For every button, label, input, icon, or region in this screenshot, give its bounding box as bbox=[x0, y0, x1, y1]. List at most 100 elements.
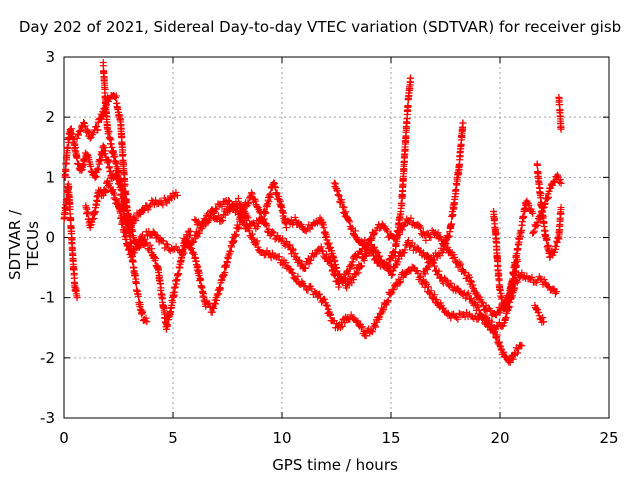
data-point bbox=[390, 252, 398, 260]
data-point bbox=[367, 327, 375, 335]
data-point bbox=[340, 274, 348, 282]
data-point bbox=[557, 179, 565, 187]
data-point bbox=[350, 276, 358, 284]
data-point bbox=[84, 128, 92, 136]
data-point bbox=[465, 273, 473, 281]
data-point bbox=[245, 227, 253, 235]
data-point bbox=[463, 291, 471, 299]
data-point bbox=[435, 267, 443, 275]
data-point bbox=[269, 228, 277, 236]
data-point bbox=[94, 126, 102, 134]
data-point bbox=[438, 273, 446, 281]
data-point bbox=[245, 200, 253, 208]
data-point bbox=[130, 249, 138, 257]
y-tick-label: 1 bbox=[45, 168, 55, 186]
data-point bbox=[421, 270, 429, 278]
data-point bbox=[287, 266, 295, 273]
data-point bbox=[376, 313, 384, 321]
data-point bbox=[117, 176, 125, 184]
data-point bbox=[335, 283, 343, 291]
data-point bbox=[282, 224, 290, 232]
data-point bbox=[128, 252, 136, 260]
data-point bbox=[294, 272, 302, 280]
data-point bbox=[346, 218, 354, 226]
data-point bbox=[368, 328, 376, 336]
data-point bbox=[248, 230, 256, 238]
data-point bbox=[346, 265, 354, 273]
data-point bbox=[540, 318, 548, 326]
series-13 bbox=[533, 160, 565, 261]
data-point bbox=[348, 258, 356, 266]
data-point bbox=[427, 234, 435, 242]
data-point bbox=[556, 176, 564, 184]
data-point bbox=[263, 247, 271, 255]
data-point bbox=[407, 74, 415, 82]
data-point bbox=[454, 315, 462, 323]
data-point bbox=[270, 229, 278, 237]
data-point bbox=[387, 255, 395, 263]
data-point bbox=[364, 241, 372, 249]
data-point bbox=[394, 258, 402, 266]
data-point bbox=[384, 298, 392, 306]
data-point bbox=[335, 192, 343, 200]
x-tick-label: 5 bbox=[168, 429, 178, 447]
data-point bbox=[351, 227, 359, 235]
data-point bbox=[198, 224, 206, 232]
data-point bbox=[499, 322, 507, 330]
data-point bbox=[173, 191, 181, 199]
data-point bbox=[291, 213, 299, 221]
data-point bbox=[478, 298, 486, 306]
data-point bbox=[498, 323, 506, 331]
series-6 bbox=[180, 189, 526, 366]
data-point bbox=[136, 210, 144, 218]
data-point bbox=[265, 198, 273, 206]
series-2 bbox=[60, 180, 81, 302]
data-point bbox=[449, 210, 457, 218]
data-point bbox=[234, 194, 242, 202]
data-point bbox=[378, 257, 386, 265]
data-point bbox=[525, 201, 533, 209]
data-point bbox=[235, 223, 243, 231]
data-point bbox=[502, 313, 510, 321]
data-point bbox=[207, 207, 215, 215]
data-point bbox=[263, 221, 271, 229]
data-point bbox=[119, 185, 127, 193]
data-point bbox=[390, 286, 398, 294]
data-point bbox=[467, 278, 475, 286]
data-point bbox=[188, 244, 196, 252]
data-point bbox=[474, 303, 482, 311]
data-point bbox=[91, 174, 99, 182]
data-point bbox=[247, 189, 255, 197]
data-point bbox=[76, 127, 84, 135]
data-point bbox=[517, 341, 525, 349]
data-point bbox=[282, 259, 290, 267]
data-point bbox=[424, 230, 432, 238]
data-point bbox=[323, 302, 331, 310]
x-tick-label: 20 bbox=[490, 429, 509, 447]
data-point bbox=[243, 212, 251, 220]
data-point bbox=[322, 250, 330, 258]
data-point bbox=[164, 322, 172, 330]
data-point bbox=[212, 300, 220, 308]
data-point bbox=[537, 194, 545, 202]
data-point bbox=[242, 209, 250, 217]
data-point bbox=[94, 166, 102, 174]
data-point bbox=[188, 249, 196, 257]
data-point bbox=[121, 229, 129, 237]
data-point bbox=[459, 125, 467, 133]
data-point bbox=[407, 214, 415, 222]
data-point bbox=[185, 239, 193, 247]
data-point bbox=[431, 262, 439, 270]
data-point bbox=[347, 225, 355, 233]
data-point bbox=[232, 231, 240, 239]
data-point bbox=[305, 260, 313, 268]
data-point bbox=[75, 131, 83, 139]
data-point bbox=[534, 221, 542, 229]
x-tick-label: 0 bbox=[59, 429, 69, 447]
data-point bbox=[362, 332, 370, 340]
data-point bbox=[529, 228, 537, 236]
data-point bbox=[540, 276, 548, 284]
data-point bbox=[404, 237, 412, 245]
data-point bbox=[307, 256, 315, 264]
data-point bbox=[354, 269, 362, 277]
